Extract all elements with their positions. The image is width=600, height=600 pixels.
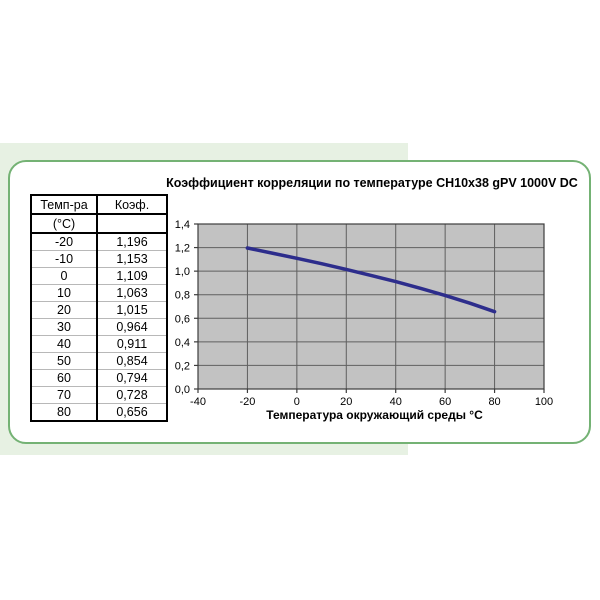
x-tick-label: 80 [488, 396, 500, 408]
temp-value-cell: 50 [30, 352, 98, 370]
temp-value-cell: 0 [30, 267, 98, 285]
coef-value-cell: 0,911 [96, 335, 168, 353]
temp-value-cell: 20 [30, 301, 98, 319]
x-tick-label: 40 [390, 396, 402, 408]
temp-value-cell: 70 [30, 386, 98, 404]
temp-unit-cell: (°C) [30, 213, 98, 234]
coef-value-cell: 1,109 [96, 267, 168, 285]
x-tick-label: -20 [239, 396, 255, 408]
table-row: 0 1,109 [30, 267, 168, 285]
series-line [245, 246, 497, 314]
correlation-chart: -40 -20 0 20 40 60 80 100 0,0 0,2 0,4 0,6 0,8 1,0 1,2 1… [175, 219, 553, 408]
table-header-row: Темп-ра Коэф. [30, 194, 168, 215]
y-tick-label: 0,8 [175, 290, 190, 302]
coef-value-cell: 0,656 [96, 403, 168, 421]
coef-unit-cell [96, 213, 168, 234]
y-tick-label: 1,0 [175, 266, 190, 278]
temp-value-cell: 60 [30, 369, 98, 387]
x-tick-label: 0 [294, 396, 300, 408]
coef-value-cell: 0,964 [96, 318, 168, 336]
temp-value-cell: 30 [30, 318, 98, 336]
correlation-table: Темп-ра Коэф. (°C) -20 1,196 -10 1,153 0 1,10… [30, 194, 168, 422]
temp-value-cell: 80 [30, 403, 98, 421]
temp-value-cell: -20 [30, 232, 98, 251]
content-panel: Темп-ра Коэф. (°C) -20 1,196 -10 1,153 0 1,10… [8, 160, 591, 444]
coef-value-cell: 0,794 [96, 369, 168, 387]
coef-value-cell: 0,728 [96, 386, 168, 404]
coef-value-cell: 0,854 [96, 352, 168, 370]
coef-value-cell: 1,196 [96, 232, 168, 251]
x-tick-label: -40 [190, 396, 206, 408]
correlation-table-wrap: Темп-ра Коэф. (°C) -20 1,196 -10 1,153 0 1,10… [30, 194, 168, 422]
x-tick-label: 20 [340, 396, 352, 408]
x-tick-label: 100 [535, 396, 553, 408]
table-row: 70 0,728 [30, 386, 168, 404]
table-row: 40 0,911 [30, 335, 168, 353]
table-row: 50 0,854 [30, 352, 168, 370]
y-tick-label: 0,6 [175, 313, 190, 325]
table-row: 60 0,794 [30, 369, 168, 387]
coef-value-cell: 1,153 [96, 250, 168, 268]
temp-column-header: Темп-ра [30, 194, 98, 215]
y-tick-label: 0,2 [175, 360, 190, 372]
coef-value-cell: 1,063 [96, 284, 168, 302]
coef-value-cell: 1,015 [96, 301, 168, 319]
coef-column-header: Коэф. [96, 194, 168, 215]
table-row: -20 1,196 [30, 232, 168, 251]
table-row: 10 1,063 [30, 284, 168, 302]
x-tick-label: 60 [439, 396, 451, 408]
plot-border [197, 223, 545, 390]
y-tick-label: 0,0 [175, 384, 190, 396]
chart-title: Коэффициент корреляции по температуре CH… [166, 176, 578, 190]
temp-value-cell: 10 [30, 284, 98, 302]
table-row: 30 0,964 [30, 318, 168, 336]
temp-value-cell: -10 [30, 250, 98, 268]
table-unit-row: (°C) [30, 213, 168, 234]
table-row: -10 1,153 [30, 250, 168, 268]
y-tick-label: 1,2 [175, 243, 190, 255]
table-row: 20 1,015 [30, 301, 168, 319]
temp-value-cell: 40 [30, 335, 98, 353]
y-tick-label: 0,4 [175, 337, 190, 349]
y-tick-label: 1,4 [175, 219, 190, 231]
table-row: 80 0,656 [30, 403, 168, 421]
plot-area [198, 224, 544, 389]
x-axis-title: Температура окружающий среды °C [266, 408, 483, 422]
